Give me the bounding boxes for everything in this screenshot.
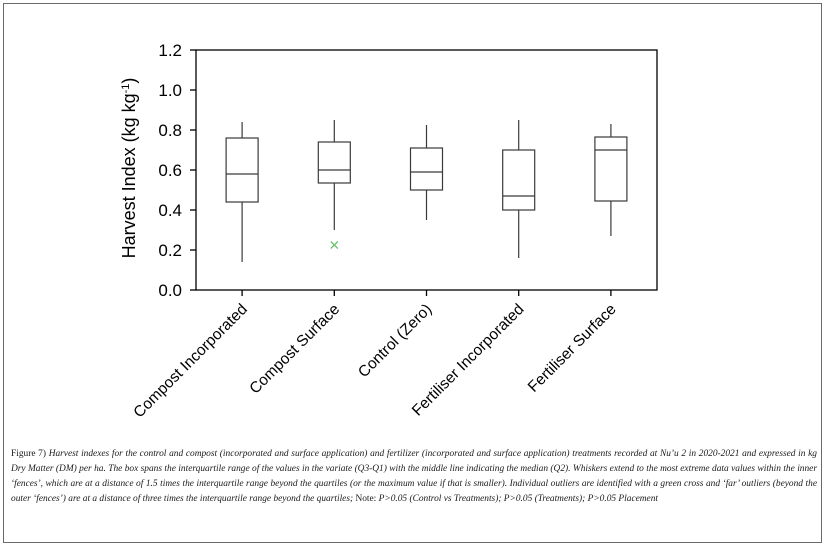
y-tick-label: 1.0: [158, 81, 182, 100]
boxplot-chart: 0.0 0.2 0.4 0.6 0.8 1.0 1.2 Compost Incorporate…: [119, 41, 658, 421]
box-iqr: [409, 147, 444, 191]
y-tick-label: 0.6: [158, 161, 182, 180]
y-tick-label: 0.0: [158, 281, 182, 300]
caption-note-label: Note:: [355, 494, 377, 504]
outlier-marker: [330, 241, 339, 249]
y-tick-label: 0.8: [158, 121, 182, 140]
box-iqr: [317, 141, 351, 184]
figure-frame: [3, 3, 822, 543]
y-axis-title-main: Harvest Index (kg kg: [119, 93, 139, 258]
y-tick-label: 0.4: [158, 201, 182, 220]
caption-text: Harvest indexes for the control and comp…: [11, 449, 817, 504]
box-iqr: [594, 136, 628, 202]
x-category-label: Compost Incorporated: [130, 301, 250, 421]
y-axis-title: Harvest Index (kg kg-1): [119, 78, 139, 259]
y-tick-label: 0.2: [158, 241, 182, 260]
y-tick-label: 1.2: [158, 41, 182, 60]
figure-caption: Figure 7) Harvest indexes for the contro…: [11, 447, 817, 507]
caption-note-text: P>0.05 (Control vs Treatments); P>0.05 (…: [378, 494, 658, 504]
x-category-label: Compost Surface: [246, 301, 343, 398]
caption-label: Figure 7): [11, 449, 46, 459]
x-category-label: Control (Zero): [355, 301, 435, 381]
y-axis-title-sup: -1: [120, 84, 132, 94]
x-category-label: Fertiliser Surface: [525, 301, 620, 396]
box-iqr: [502, 149, 536, 211]
box-iqr: [225, 137, 259, 203]
y-axis-title-close: ): [119, 78, 139, 84]
